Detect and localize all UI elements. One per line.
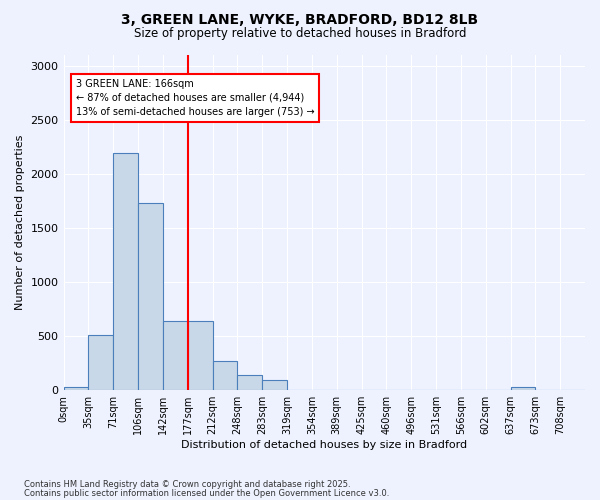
Bar <box>212 361 238 390</box>
Bar <box>262 380 287 390</box>
Bar <box>113 154 138 390</box>
Bar <box>163 321 188 390</box>
Text: Size of property relative to detached houses in Bradford: Size of property relative to detached ho… <box>134 28 466 40</box>
Bar <box>138 203 163 390</box>
Text: 3, GREEN LANE, WYKE, BRADFORD, BD12 8LB: 3, GREEN LANE, WYKE, BRADFORD, BD12 8LB <box>121 12 479 26</box>
Text: Contains HM Land Registry data © Crown copyright and database right 2025.: Contains HM Land Registry data © Crown c… <box>24 480 350 489</box>
Bar <box>88 335 113 390</box>
Bar <box>238 374 262 390</box>
Text: Contains public sector information licensed under the Open Government Licence v3: Contains public sector information licen… <box>24 488 389 498</box>
Bar <box>511 387 535 390</box>
Y-axis label: Number of detached properties: Number of detached properties <box>15 135 25 310</box>
Text: 3 GREEN LANE: 166sqm
← 87% of detached houses are smaller (4,944)
13% of semi-de: 3 GREEN LANE: 166sqm ← 87% of detached h… <box>76 79 314 117</box>
X-axis label: Distribution of detached houses by size in Bradford: Distribution of detached houses by size … <box>181 440 467 450</box>
Bar <box>188 321 212 390</box>
Bar <box>64 387 88 390</box>
